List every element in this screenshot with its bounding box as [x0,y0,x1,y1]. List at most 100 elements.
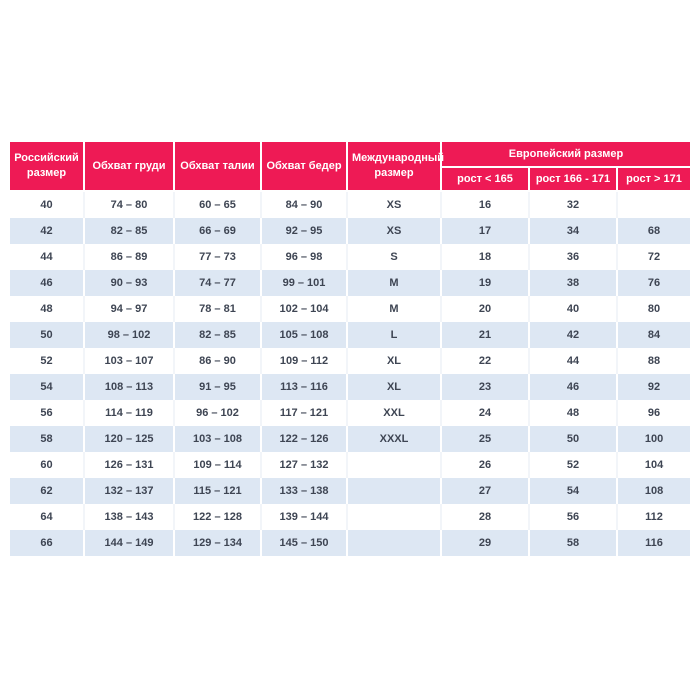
table-row: 46 90 – 93 74 – 77 99 – 101 M 19 38 76 [10,270,691,296]
table-row: 52 103 – 107 86 – 90 109 – 112 XL 22 44 88 [10,348,691,374]
table-cell: 92 – 95 [262,218,348,244]
table-cell: 50 [530,426,618,452]
table-cell: 19 [442,270,530,296]
table-row: 56 114 – 119 96 – 102 117 – 121 XXL 24 48 96 [10,400,691,426]
table-cell: 42 [530,322,618,348]
table-cell: 88 [618,348,691,374]
table-cell: XL [348,348,442,374]
table-cell: 48 [530,400,618,426]
header-height-gt-171: рост > 171 [618,168,691,192]
table-cell: 98 – 102 [85,322,175,348]
table-cell: 86 – 89 [85,244,175,270]
table-cell: 114 – 119 [85,400,175,426]
table-cell: 17 [442,218,530,244]
table-cell: 127 – 132 [262,452,348,478]
table-cell: 82 – 85 [85,218,175,244]
table-cell: 132 – 137 [85,478,175,504]
table-cell: 145 – 150 [262,530,348,556]
table-cell: 50 [10,322,85,348]
size-table-body: 40 74 – 80 60 – 65 84 – 90 XS 16 32 42 82 – 85 66… [10,192,691,556]
table-cell: 62 [10,478,85,504]
table-cell: 99 – 101 [262,270,348,296]
table-cell: 20 [442,296,530,322]
table-cell: 109 – 112 [262,348,348,374]
table-cell: 144 – 149 [85,530,175,556]
header-chest: Обхват груди [85,142,175,192]
table-cell: 74 – 77 [175,270,262,296]
table-cell: 84 [618,322,691,348]
table-cell: 133 – 138 [262,478,348,504]
table-cell: 46 [530,374,618,400]
table-cell: XL [348,374,442,400]
table-cell: 96 – 102 [175,400,262,426]
table-cell: 21 [442,322,530,348]
table-row: 66 144 – 149 129 – 134 145 – 150 29 58 116 [10,530,691,556]
header-height-lt-165: рост < 165 [442,168,530,192]
table-cell: 108 – 113 [85,374,175,400]
table-cell: 36 [530,244,618,270]
table-cell: 42 [10,218,85,244]
table-cell: 115 – 121 [175,478,262,504]
table-cell: 60 – 65 [175,192,262,218]
table-cell: 112 [618,504,691,530]
table-row: 60 126 – 131 109 – 114 127 – 132 26 52 104 [10,452,691,478]
table-cell: 94 – 97 [85,296,175,322]
table-cell: 109 – 114 [175,452,262,478]
table-cell: 102 – 104 [262,296,348,322]
table-cell: 103 – 107 [85,348,175,374]
table-cell: 105 – 108 [262,322,348,348]
table-cell [348,452,442,478]
table-cell: 27 [442,478,530,504]
table-cell: 122 – 126 [262,426,348,452]
table-cell: 23 [442,374,530,400]
table-row: 40 74 – 80 60 – 65 84 – 90 XS 16 32 [10,192,691,218]
table-cell: 80 [618,296,691,322]
table-cell: 108 [618,478,691,504]
table-cell: 91 – 95 [175,374,262,400]
table-cell: 52 [530,452,618,478]
table-row: 62 132 – 137 115 – 121 133 – 138 27 54 108 [10,478,691,504]
table-cell: 103 – 108 [175,426,262,452]
table-cell: 34 [530,218,618,244]
table-cell: 129 – 134 [175,530,262,556]
header-hips: Обхват бедер [262,142,348,192]
table-cell: 28 [442,504,530,530]
table-cell: 126 – 131 [85,452,175,478]
table-cell: M [348,270,442,296]
table-cell: 92 [618,374,691,400]
table-cell: 82 – 85 [175,322,262,348]
table-cell: 25 [442,426,530,452]
table-cell: 56 [10,400,85,426]
table-row: 48 94 – 97 78 – 81 102 – 104 M 20 40 80 [10,296,691,322]
table-cell: 38 [530,270,618,296]
table-row: 54 108 – 113 91 – 95 113 – 116 XL 23 46 92 [10,374,691,400]
table-row: 64 138 – 143 122 – 128 139 – 144 28 56 112 [10,504,691,530]
table-cell: 122 – 128 [175,504,262,530]
table-cell: 44 [530,348,618,374]
table-cell: 90 – 93 [85,270,175,296]
table-cell: 54 [530,478,618,504]
table-cell: 120 – 125 [85,426,175,452]
table-cell: 77 – 73 [175,244,262,270]
table-cell: XXL [348,400,442,426]
table-cell: 116 [618,530,691,556]
table-cell: 26 [442,452,530,478]
table-cell: XS [348,192,442,218]
table-cell: 32 [530,192,618,218]
table-row: 50 98 – 102 82 – 85 105 – 108 L 21 42 84 [10,322,691,348]
table-cell: 24 [442,400,530,426]
table-cell: 64 [10,504,85,530]
table-cell: 18 [442,244,530,270]
table-row: 44 86 – 89 77 – 73 96 – 98 S 18 36 72 [10,244,691,270]
table-cell: 72 [618,244,691,270]
size-chart-table: Российский размер Обхват груди Обхват та… [10,142,691,556]
table-cell: 76 [618,270,691,296]
table-cell: 52 [10,348,85,374]
table-cell: 113 – 116 [262,374,348,400]
table-cell: 139 – 144 [262,504,348,530]
table-cell: XS [348,218,442,244]
table-cell: 100 [618,426,691,452]
header-russian-size: Российский размер [10,142,85,192]
table-cell: 117 – 121 [262,400,348,426]
